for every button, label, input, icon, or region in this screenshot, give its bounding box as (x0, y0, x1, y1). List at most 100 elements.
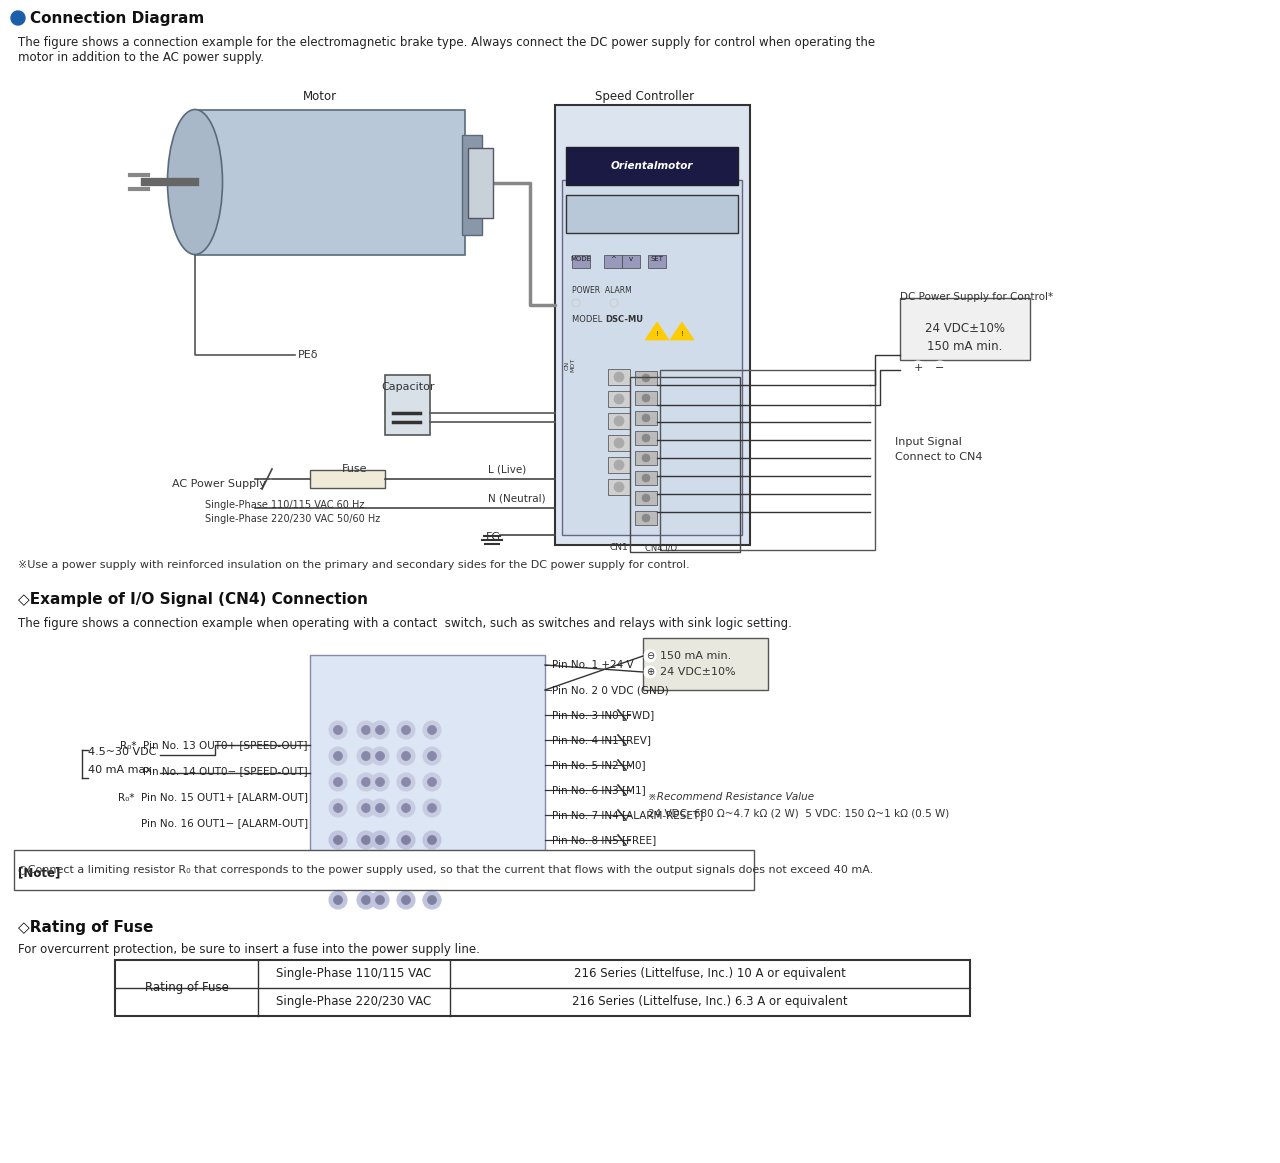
Text: 216 Series (Littelfuse, Inc.) 6.3 A or equivalent: 216 Series (Littelfuse, Inc.) 6.3 A or e… (572, 996, 847, 1008)
Circle shape (397, 721, 415, 739)
Circle shape (334, 804, 343, 813)
Circle shape (329, 773, 347, 791)
Circle shape (329, 871, 347, 889)
Bar (635, 511, 657, 525)
Circle shape (357, 832, 375, 849)
Circle shape (361, 876, 370, 885)
Text: PEδ: PEδ (298, 350, 319, 361)
Bar (566, 147, 739, 185)
Circle shape (371, 721, 389, 739)
Bar (660, 370, 876, 550)
Circle shape (643, 414, 650, 422)
Circle shape (614, 372, 625, 381)
Bar (635, 411, 657, 424)
Text: Capacitor: Capacitor (381, 381, 435, 392)
Circle shape (334, 896, 343, 905)
Text: Pin No. 16 OUT1− [ALARM-OUT]: Pin No. 16 OUT1− [ALARM-OUT] (141, 818, 308, 828)
Text: Pin No. 5 IN2 [M0]: Pin No. 5 IN2 [M0] (552, 759, 645, 770)
Circle shape (422, 851, 442, 869)
Circle shape (361, 726, 370, 735)
Circle shape (375, 856, 384, 864)
Circle shape (428, 835, 436, 844)
Text: DSC-MU: DSC-MU (605, 315, 643, 324)
Circle shape (361, 856, 370, 864)
Text: R₀*  Pin No. 13 OUT0+ [SPEED-OUT]: R₀* Pin No. 13 OUT0+ [SPEED-OUT] (120, 740, 308, 750)
Text: MODE: MODE (571, 256, 591, 262)
Text: Pin No. 3 IN0 [FWD]: Pin No. 3 IN0 [FWD] (552, 709, 654, 720)
Bar (648, 255, 666, 267)
Circle shape (643, 494, 650, 502)
Circle shape (375, 751, 384, 761)
Bar (608, 435, 630, 451)
Bar (572, 255, 590, 267)
Text: CN
MOT: CN MOT (564, 358, 576, 372)
Circle shape (614, 461, 625, 470)
Bar (635, 391, 657, 405)
Circle shape (371, 832, 389, 849)
Circle shape (357, 799, 375, 816)
Circle shape (422, 891, 442, 909)
Text: Fuse: Fuse (342, 464, 367, 475)
Circle shape (357, 891, 375, 909)
Text: Connection Diagram: Connection Diagram (29, 10, 205, 26)
Text: L (Live): L (Live) (488, 464, 526, 475)
Circle shape (422, 871, 442, 889)
Text: !: ! (655, 331, 658, 337)
Circle shape (375, 876, 384, 885)
Circle shape (422, 773, 442, 791)
Circle shape (422, 747, 442, 765)
Text: Single-Phase 110/115 VAC 60 Hz: Single-Phase 110/115 VAC 60 Hz (205, 500, 365, 511)
Text: 24 VDC: 680 Ω~4.7 kΩ (2 W)  5 VDC: 150 Ω~1 kΩ (0.5 W): 24 VDC: 680 Ω~4.7 kΩ (2 W) 5 VDC: 150 Ω~… (648, 808, 950, 818)
Circle shape (361, 804, 370, 813)
Bar (608, 369, 630, 385)
Bar (310, 655, 545, 870)
Circle shape (402, 876, 411, 885)
Bar (115, 959, 970, 1016)
Circle shape (428, 751, 436, 761)
Text: 24 VDC±10%: 24 VDC±10% (925, 322, 1005, 335)
Circle shape (371, 799, 389, 816)
Circle shape (402, 835, 411, 844)
Circle shape (357, 721, 375, 739)
Bar (635, 471, 657, 485)
Circle shape (397, 747, 415, 765)
Text: R₀*  Pin No. 15 OUT1+ [ALARM-OUT]: R₀* Pin No. 15 OUT1+ [ALARM-OUT] (118, 792, 308, 802)
Bar (14, 850, 754, 890)
Text: Speed Controller: Speed Controller (595, 90, 695, 104)
Text: 150 mA min.: 150 mA min. (927, 340, 1002, 354)
Circle shape (361, 778, 370, 786)
Bar (462, 135, 483, 235)
Text: Pin No. 14 OUT0− [SPEED-OUT]: Pin No. 14 OUT0− [SPEED-OUT] (143, 766, 308, 776)
Circle shape (428, 778, 436, 786)
Circle shape (329, 891, 347, 909)
Text: ^: ^ (611, 256, 616, 262)
Circle shape (361, 751, 370, 761)
Text: 216 Series (Littelfuse, Inc.) 10 A or equivalent: 216 Series (Littelfuse, Inc.) 10 A or eq… (573, 968, 846, 980)
Circle shape (644, 650, 657, 662)
Circle shape (644, 666, 657, 678)
Circle shape (422, 832, 442, 849)
Circle shape (357, 747, 375, 765)
Circle shape (334, 751, 343, 761)
Text: Single-Phase 110/115 VAC: Single-Phase 110/115 VAC (276, 968, 431, 980)
Bar (630, 377, 740, 552)
Polygon shape (669, 322, 694, 340)
Text: Rating of Fuse: Rating of Fuse (145, 982, 228, 994)
Circle shape (371, 773, 389, 791)
Text: Input Signal: Input Signal (895, 437, 961, 447)
Circle shape (357, 773, 375, 791)
Circle shape (329, 851, 347, 869)
Circle shape (397, 832, 415, 849)
Circle shape (643, 514, 650, 522)
Circle shape (12, 10, 26, 24)
Circle shape (371, 747, 389, 765)
Text: MODEL: MODEL (572, 315, 608, 324)
Bar (385, 374, 430, 435)
Text: For overcurrent protection, be sure to insert a fuse into the power supply line.: For overcurrent protection, be sure to i… (18, 943, 480, 956)
Text: ⊖: ⊖ (646, 651, 654, 661)
Circle shape (643, 454, 650, 462)
Circle shape (361, 896, 370, 905)
Text: Pin No. 2 0 VDC (GND): Pin No. 2 0 VDC (GND) (552, 685, 668, 695)
Circle shape (371, 871, 389, 889)
Text: !: ! (681, 331, 684, 337)
